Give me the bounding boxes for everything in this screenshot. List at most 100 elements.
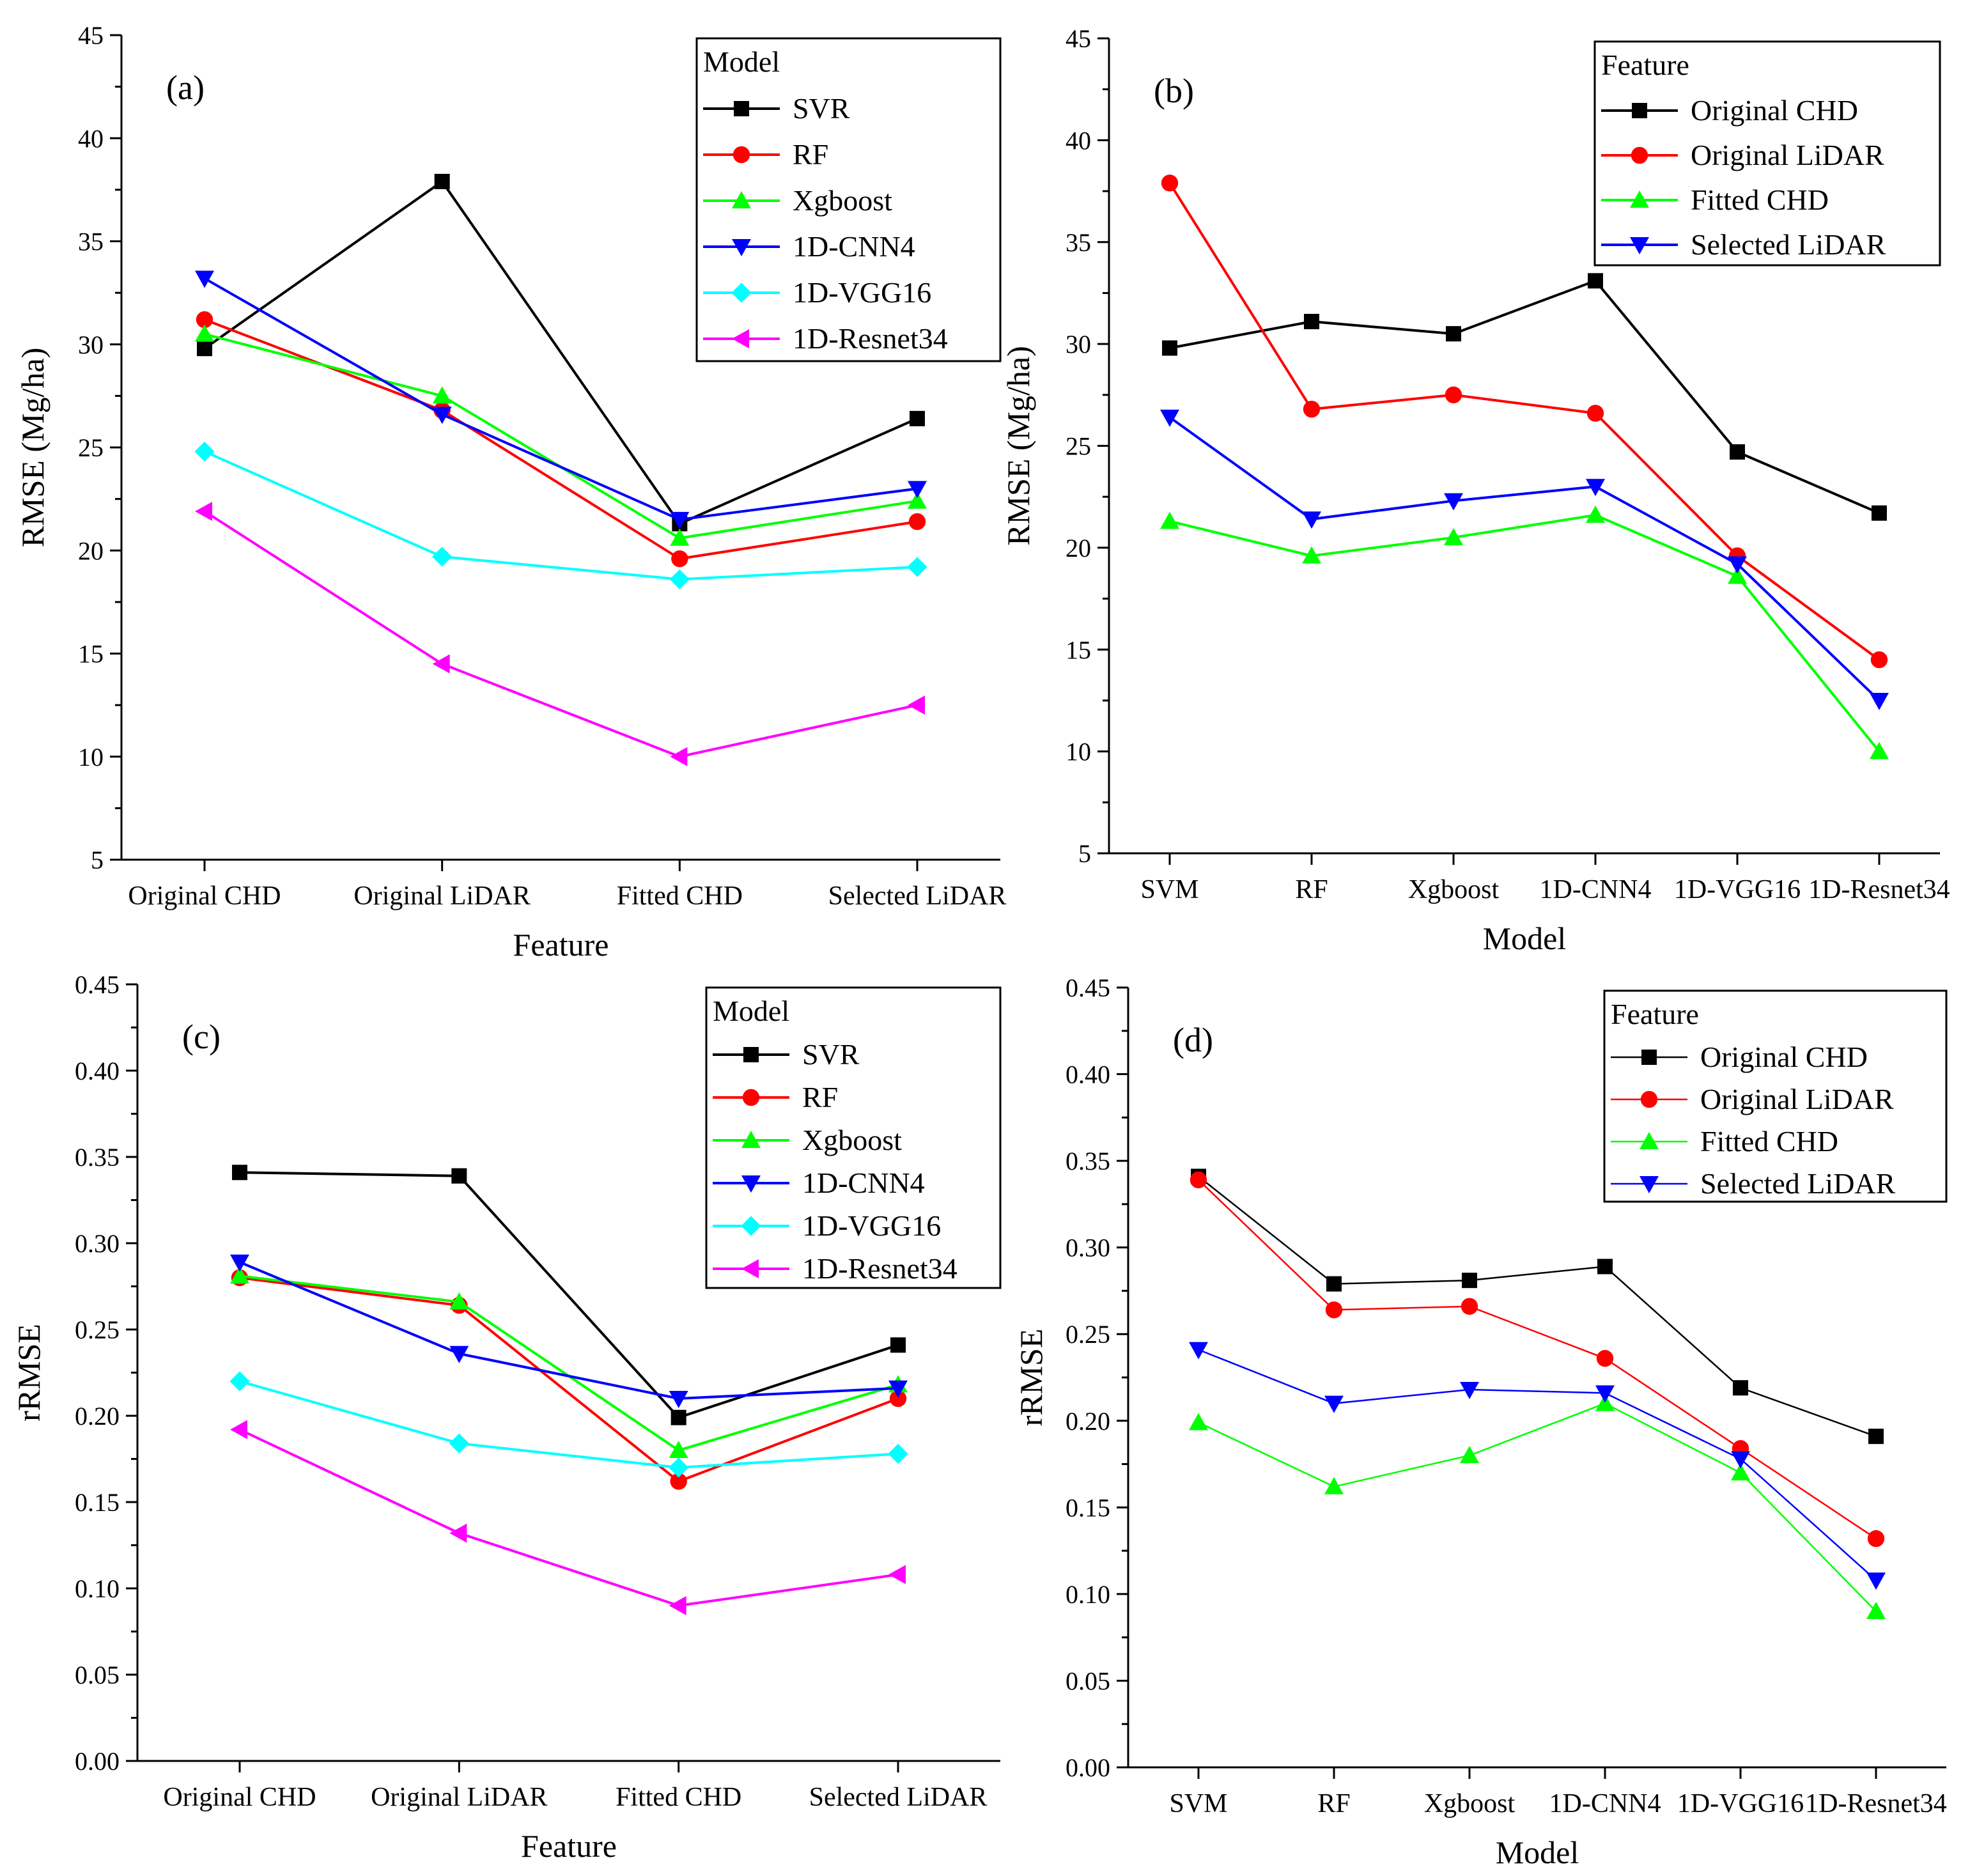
series-line bbox=[203, 180, 918, 525]
panel-label: (a) bbox=[166, 68, 205, 107]
series-line bbox=[1169, 513, 1880, 752]
series-svr bbox=[232, 1165, 906, 1425]
series-original-chd bbox=[1191, 1168, 1884, 1445]
data-point bbox=[432, 407, 452, 424]
legend-label: Original CHD bbox=[1700, 1041, 1868, 1073]
data-point bbox=[197, 341, 212, 357]
y-tick-label: 0.30 bbox=[1066, 1234, 1110, 1262]
data-point bbox=[1445, 386, 1462, 404]
data-point bbox=[888, 1380, 908, 1398]
series-line bbox=[204, 450, 918, 581]
series-fitted-chd bbox=[1189, 1393, 1886, 1619]
data-point bbox=[449, 1433, 469, 1454]
y-tick-label: 15 bbox=[78, 640, 104, 669]
y-tick-label: 0.00 bbox=[75, 1747, 120, 1776]
y-tick-label: 0.00 bbox=[1066, 1753, 1110, 1782]
y-tick-label: 0.05 bbox=[1066, 1666, 1110, 1695]
data-point bbox=[669, 569, 690, 589]
y-tick-label: 35 bbox=[1066, 228, 1091, 257]
y-tick-label: 40 bbox=[78, 124, 104, 153]
x-tick-label: 1D-CNN4 bbox=[1540, 875, 1652, 904]
legend-marker bbox=[1641, 1050, 1657, 1065]
legend: Model SVR RF Xgboost 1D-CNN4 1D-VGG16 1D-Resne… bbox=[695, 37, 1002, 362]
legend-frame bbox=[705, 986, 1002, 1289]
y-tick-label: 0.40 bbox=[75, 1057, 120, 1085]
legend-item: RF bbox=[703, 138, 828, 171]
legend-item: Selected LiDAR bbox=[1611, 1167, 1896, 1200]
series-original-lidar bbox=[1190, 1171, 1885, 1547]
legend-title: Model bbox=[703, 45, 780, 78]
legend-label: RF bbox=[802, 1081, 838, 1113]
data-point bbox=[451, 1168, 467, 1184]
legend-item: 1D-Resnet34 bbox=[703, 322, 948, 355]
x-axis-title: Model bbox=[1483, 920, 1567, 956]
data-point bbox=[230, 1254, 249, 1272]
y-tick-label: 40 bbox=[1066, 126, 1091, 155]
data-point bbox=[1460, 1446, 1479, 1463]
legend-label: Selected LiDAR bbox=[1691, 228, 1886, 261]
data-point bbox=[1160, 511, 1179, 529]
data-point bbox=[1595, 1385, 1615, 1403]
data-point bbox=[1866, 1602, 1886, 1619]
series-line bbox=[239, 1260, 899, 1400]
series-line bbox=[204, 332, 918, 539]
data-point bbox=[1870, 692, 1889, 710]
legend-item: 1D-CNN4 bbox=[713, 1167, 925, 1199]
series-line bbox=[1168, 182, 1880, 661]
data-point bbox=[1586, 505, 1605, 523]
y-tick-label: 0.15 bbox=[75, 1488, 120, 1517]
legend-item: 1D-VGG16 bbox=[713, 1209, 941, 1242]
legend-label: Fitted CHD bbox=[1700, 1125, 1838, 1158]
series-1d-vgg16 bbox=[229, 1371, 908, 1478]
data-point bbox=[432, 386, 452, 404]
x-tick-label: Xgboost bbox=[1424, 1789, 1516, 1818]
series-1d-resnet34 bbox=[195, 501, 925, 766]
y-tick-label: 45 bbox=[1066, 24, 1091, 53]
x-tick-label: Selected LiDAR bbox=[828, 881, 1007, 911]
x-tick-label: 1D-Resnet34 bbox=[1808, 875, 1950, 904]
data-point bbox=[1597, 1259, 1613, 1275]
series-original-chd bbox=[1162, 273, 1887, 521]
legend-item: SVR bbox=[703, 92, 850, 125]
legend-item: Fitted CHD bbox=[1611, 1125, 1838, 1158]
y-axis-title: rRMSE bbox=[1013, 1329, 1049, 1427]
data-point bbox=[908, 491, 927, 509]
data-point bbox=[1730, 444, 1745, 460]
data-point bbox=[1460, 1381, 1479, 1399]
legend-item: Xgboost bbox=[703, 184, 892, 217]
data-point bbox=[195, 270, 214, 288]
legend-label: 1D-Resnet34 bbox=[793, 322, 948, 355]
y-tick-label: 0.20 bbox=[75, 1402, 120, 1430]
y-axis-title: rRMSE bbox=[11, 1324, 47, 1422]
y-tick-label: 5 bbox=[91, 846, 104, 874]
data-point bbox=[1728, 556, 1747, 574]
data-point bbox=[1872, 505, 1887, 521]
series-1d-cnn4 bbox=[195, 270, 927, 529]
data-point bbox=[1461, 1298, 1478, 1315]
data-point bbox=[908, 481, 927, 499]
data-point bbox=[1867, 1530, 1885, 1547]
data-point bbox=[1324, 1477, 1344, 1494]
series-line bbox=[239, 1171, 899, 1420]
data-point bbox=[1303, 400, 1321, 418]
data-point bbox=[195, 501, 212, 521]
x-tick-label: Xgboost bbox=[1408, 875, 1500, 904]
data-point bbox=[671, 1409, 686, 1425]
x-axis-title: Model bbox=[1496, 1834, 1579, 1870]
legend-marker bbox=[1630, 237, 1649, 254]
legend-item: 1D-VGG16 bbox=[703, 276, 931, 309]
data-point bbox=[669, 1391, 688, 1408]
legend-marker bbox=[732, 329, 749, 348]
data-point bbox=[1325, 1301, 1343, 1319]
data-point bbox=[669, 1457, 689, 1478]
x-tick-label: RF bbox=[1295, 875, 1328, 904]
y-tick-label: 45 bbox=[78, 21, 104, 50]
series-original-lidar bbox=[1161, 174, 1888, 669]
x-tick-label: 1D-CNN4 bbox=[1549, 1789, 1661, 1818]
data-point bbox=[432, 547, 453, 567]
y-tick-label: 20 bbox=[78, 536, 104, 565]
data-point bbox=[907, 557, 927, 577]
panel-label: (c) bbox=[182, 1018, 221, 1056]
legend-marker bbox=[731, 283, 752, 303]
